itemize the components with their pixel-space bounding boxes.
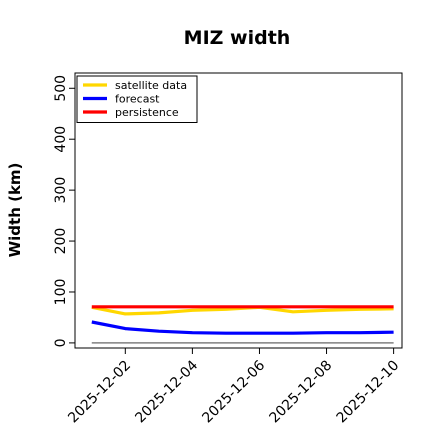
y-tick-label: 0 (53, 338, 69, 347)
y-axis-label: Width (km) (6, 163, 24, 258)
chart-title: MIZ width (184, 27, 291, 49)
legend-label: forecast (115, 93, 160, 106)
y-tick-label: 400 (53, 126, 69, 153)
y-tick-label: 100 (53, 279, 69, 306)
legend-label: satellite data (115, 79, 187, 92)
x-axis-ticks: 2025-12-022025-12-042025-12-062025-12-08… (65, 348, 402, 426)
x-tick-label: 2025-12-08 (267, 358, 336, 427)
x-tick-label: 2025-12-02 (65, 358, 134, 427)
y-axis-ticks: 0 100 200 300 400 500 (53, 75, 75, 347)
x-tick-label: 2025-12-06 (199, 357, 268, 426)
legend-label: persistence (115, 106, 179, 119)
x-tick-label: 2025-12-10 (334, 358, 403, 427)
plot-frame (74, 72, 403, 349)
series-line-forecast (91, 320, 394, 335)
series-lines (91, 305, 394, 344)
x-tick-label: 2025-12-04 (132, 357, 201, 426)
y-tick-label: 200 (53, 228, 69, 255)
y-tick-label: 500 (53, 75, 69, 102)
y-tick-label: 300 (53, 177, 69, 204)
